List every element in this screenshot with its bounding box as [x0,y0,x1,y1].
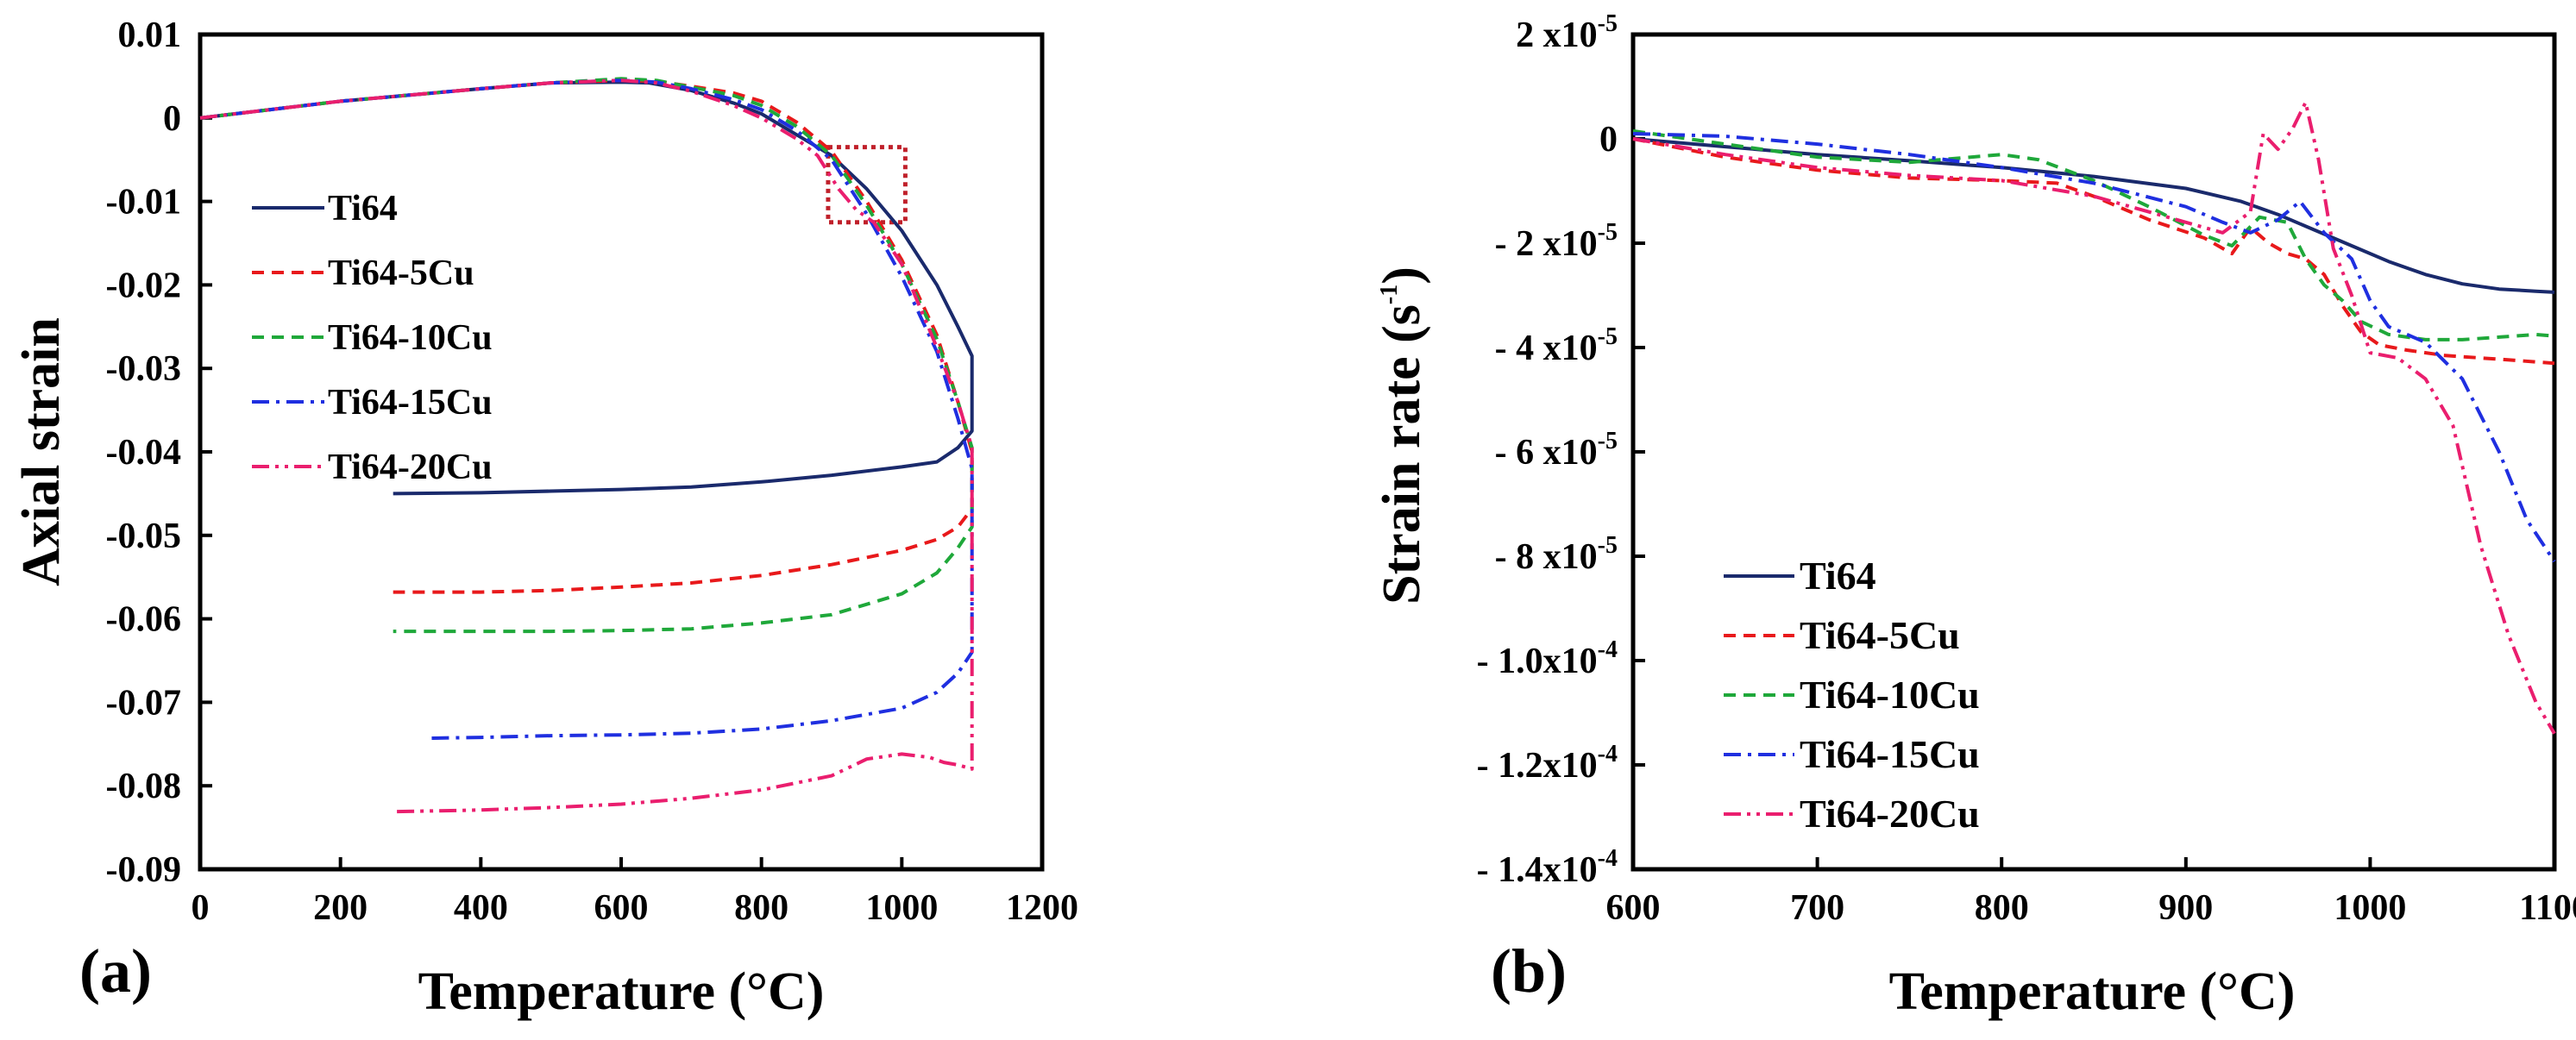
series-line-ti64-20cu [199,78,974,814]
legend-label: Ti64-5Cu [328,254,474,293]
x-tick-label: 1000 [865,888,938,928]
x-tick-label: 1100 [2519,888,2576,928]
x-tick-label: 600 [1606,888,1661,928]
y-tick-label: - 1.4x10-4 [1477,845,1618,890]
y-tick-label: -0.02 [106,266,182,305]
series-line-ti64-5cu [1632,137,2555,366]
panel-a-highlight-box [826,145,908,225]
legend-label: Ti64-10Cu [1800,673,1980,717]
series-line-ti64-15cu [1632,132,2556,563]
x-tick-label: 0 [192,888,210,928]
legend-label: Ti64-15Cu [328,383,493,423]
panel-b: 2 x10-5 0 - 2 x10-5 - 4 x10-5 - 6 x10-5 - 8 x… [1373,10,2576,1021]
series-line-ti64-20cu [1632,100,2556,735]
series-line-ti64 [1632,137,2555,294]
panel-a-plot-frame [198,32,1045,872]
y-tick-label: 0.01 [118,16,182,55]
x-tick-label: 700 [1790,888,1844,928]
panel-a-label: (a) [79,937,152,1006]
y-tick-label: - 1.2x10-4 [1477,741,1618,786]
panel-b-label: (b) [1491,937,1567,1006]
y-tick-label: -0.06 [106,600,182,640]
panel-b-x-axis-title: Temperature (°C) [1889,962,2296,1021]
x-tick-label: 800 [734,888,789,928]
legend-label: Ti64-20Cu [328,448,493,487]
series-line-ti64-10cu [1632,128,2555,341]
y-tick-label: - 2 x10-5 [1495,219,1618,264]
y-tick-label: -0.03 [106,349,182,389]
zoom-highlight-box [826,145,908,225]
panel-b-x-ticks: 600 700 800 900 1000 1100 [1606,857,2576,928]
x-tick-label: 1000 [2334,888,2406,928]
y-tick-label: - 1.0x10-4 [1477,636,1618,681]
panel-a: 0.01 0 -0.01 -0.02 -0.03 -0.04 -0.05 -0.06 -0.07… [12,16,1078,1021]
y-tick-label: - 6 x10-5 [1495,428,1618,473]
y-tick-label: 0 [1599,120,1618,160]
x-tick-label: 200 [313,888,368,928]
legend-label: Ti64 [328,189,398,229]
series-line-ti64-5cu [199,78,974,594]
panel-b-y-axis-title: Strain rate (s-1) [1373,266,1431,605]
panel-a-x-axis-title: Temperature (°C) [418,962,825,1021]
legend-label: Ti64-10Cu [328,318,493,358]
x-tick-label: 800 [1975,888,2029,928]
y-tick-label: - 4 x10-5 [1495,323,1618,368]
y-tick-label: -0.07 [106,683,182,723]
panel-a-x-ticks: 0 200 400 600 800 1000 1200 [192,857,1078,928]
x-tick-label: 600 [594,888,649,928]
series-line-ti64-10cu [199,77,974,634]
y-tick-label: -0.01 [106,183,182,222]
y-tick-label: 2 x10-5 [1516,10,1618,55]
y-tick-label: -0.08 [106,767,182,806]
y-tick-label: -0.09 [106,850,182,890]
legend-label: Ti64-20Cu [1800,792,1980,836]
y-tick-label: -0.05 [106,517,182,556]
legend-label: Ti64-15Cu [1800,732,1980,776]
x-tick-label: 1200 [1006,888,1078,928]
y-tick-label: -0.04 [106,433,182,473]
x-tick-label: 900 [2158,888,2213,928]
panel-b-series [1632,100,2556,735]
y-tick-label: - 8 x10-5 [1495,532,1618,577]
panel-a-legend: Ti64 Ti64-5Cu Ti64-10Cu Ti64-15Cu Ti64-20Cu [252,189,493,487]
panel-a-y-axis-title: Axial strain [12,317,71,586]
legend-label: Ti64 [1800,554,1876,598]
x-tick-label: 400 [454,888,508,928]
panel-b-legend: Ti64 Ti64-5Cu Ti64-10Cu Ti64-15Cu Ti64-20Cu [1724,554,1980,836]
series-line-ti64 [199,80,974,496]
panel-a-y-ticks: 0.01 0 -0.01 -0.02 -0.03 -0.04 -0.05 -0.06 -0.07… [106,16,212,890]
legend-label: Ti64-5Cu [1800,613,1960,657]
panel-b-y-ticks: 2 x10-5 0 - 2 x10-5 - 4 x10-5 - 6 x10-5 - 8 x… [1477,10,1645,890]
y-tick-label: 0 [163,99,181,139]
panel-a-series [199,77,974,814]
